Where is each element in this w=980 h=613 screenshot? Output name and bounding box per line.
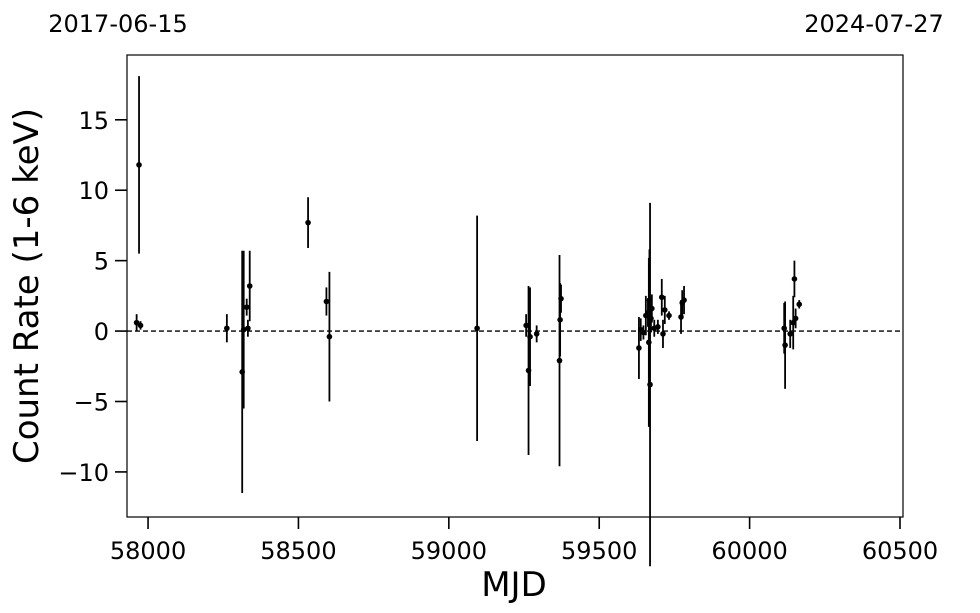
data-point <box>661 307 668 313</box>
axes: 58000 58500 59000 59500 60000 60500 −10 −5 0 5 10 1… <box>58 107 938 565</box>
data-point <box>790 319 797 326</box>
x-tick-label: 58500 <box>260 537 336 565</box>
y-tick-label: −10 <box>58 459 109 487</box>
data-point <box>648 315 654 322</box>
data-point <box>224 325 230 332</box>
y-axis-title: Count Rate (1-6 keV) <box>7 108 47 464</box>
y-tick-label: 0 <box>94 318 109 346</box>
data-point <box>240 326 247 333</box>
y-tick-label: 10 <box>78 177 109 205</box>
data-point <box>533 331 540 337</box>
data-point <box>557 317 563 323</box>
plot-frame <box>126 54 904 518</box>
x-tick-label: 60500 <box>862 537 938 565</box>
data-point <box>636 345 642 351</box>
data-point <box>649 305 655 312</box>
data-point <box>781 325 787 332</box>
data-point <box>523 322 529 329</box>
top-date-label-left: 2017-06-15 <box>48 10 187 38</box>
data-point <box>681 297 687 303</box>
x-tick-label: 58000 <box>110 537 186 565</box>
data-point <box>326 333 333 340</box>
x-tick-label: 60000 <box>711 537 787 565</box>
data-point <box>527 333 533 340</box>
data-point <box>558 295 564 302</box>
data-point <box>246 283 253 289</box>
data-point <box>791 276 798 282</box>
x-axis-title: MJD <box>481 565 547 605</box>
data-point <box>796 301 803 308</box>
data-point <box>647 381 653 388</box>
data-point <box>137 322 144 329</box>
data-point <box>787 331 794 337</box>
y-tick-label: 15 <box>78 107 109 135</box>
data-point <box>655 324 661 330</box>
data-point <box>640 329 647 336</box>
y-tick-label: −5 <box>74 389 109 417</box>
y-tick-label: 5 <box>94 248 109 276</box>
top-date-label-right: 2024-07-27 <box>804 10 943 38</box>
x-tick-label: 59000 <box>411 537 487 565</box>
data-point <box>245 325 251 332</box>
data-point <box>782 342 788 348</box>
data-point <box>133 319 140 326</box>
data-point <box>792 315 799 322</box>
data-point <box>658 294 665 301</box>
data-point <box>243 304 250 310</box>
data-marks <box>127 76 903 567</box>
data-point <box>660 331 666 337</box>
data-point <box>305 219 311 226</box>
data-point <box>136 162 142 168</box>
data-point <box>678 314 684 320</box>
data-point <box>323 298 330 305</box>
data-point <box>556 357 563 364</box>
x-tick-label: 59500 <box>561 537 637 565</box>
data-point <box>474 325 480 332</box>
data-point <box>666 312 672 319</box>
